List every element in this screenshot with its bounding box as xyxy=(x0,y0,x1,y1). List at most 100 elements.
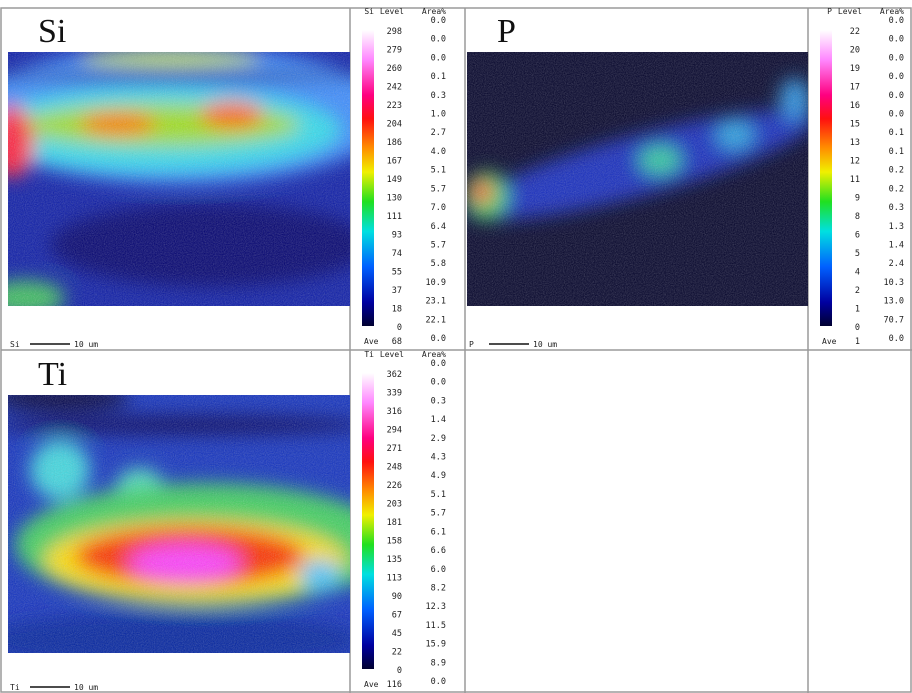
area-value: 2.4 xyxy=(889,259,904,269)
area-value: 0.0 xyxy=(431,359,446,369)
area-value: 2.7 xyxy=(431,128,446,138)
area-value: 4.9 xyxy=(431,471,446,481)
area-value: 10.9 xyxy=(426,278,446,288)
area-value: 1.4 xyxy=(431,415,446,425)
element-label: Si xyxy=(38,13,66,50)
level-value: 1 xyxy=(855,305,860,315)
color-bar xyxy=(820,30,832,326)
area-value: 5.7 xyxy=(431,509,446,519)
level-value: 0 xyxy=(397,666,402,676)
area-value: 0.2 xyxy=(889,166,904,176)
area-value: 6.6 xyxy=(431,546,446,556)
area-value: 0.1 xyxy=(889,128,904,138)
area-value: 6.1 xyxy=(431,527,446,537)
area-value: 11.5 xyxy=(426,621,446,631)
area-value: 5.7 xyxy=(431,240,446,250)
scalebar-element: Ti xyxy=(10,683,20,692)
level-value: 339 xyxy=(387,389,402,399)
area-value: 12.3 xyxy=(426,602,446,612)
ave-label: Ave xyxy=(364,680,379,689)
scale-header: Area% xyxy=(880,7,904,16)
area-value: 0.0 xyxy=(889,91,904,101)
ti-map xyxy=(8,395,350,653)
area-value: 0.1 xyxy=(431,72,446,82)
area-value: 15.9 xyxy=(426,640,446,650)
map-noise xyxy=(8,52,350,306)
scale-header: Level xyxy=(380,7,404,16)
area-value: 0.1 xyxy=(889,147,904,157)
area-value: 6.4 xyxy=(431,222,446,232)
level-value: 90 xyxy=(392,592,402,602)
si-map xyxy=(8,52,350,306)
area-value: 0.0 xyxy=(431,334,446,344)
level-value: 19 xyxy=(850,64,860,74)
level-value: 0 xyxy=(397,323,402,333)
area-value: 7.0 xyxy=(431,203,446,213)
area-value: 0.0 xyxy=(889,53,904,63)
area-value: 0.0 xyxy=(889,35,904,45)
area-value: 8.2 xyxy=(431,583,446,593)
level-value: 2 xyxy=(855,286,860,296)
level-value: 362 xyxy=(387,370,402,380)
level-value: 18 xyxy=(392,305,402,315)
level-value: 4 xyxy=(855,268,860,278)
area-value: 8.9 xyxy=(431,658,446,668)
level-value: 298 xyxy=(387,27,402,37)
area-value: 0.2 xyxy=(889,184,904,194)
level-value: 113 xyxy=(387,574,402,584)
area-value: 5.1 xyxy=(431,490,446,500)
scale-header: Level xyxy=(380,350,404,359)
ave-value: 68 xyxy=(392,337,402,347)
scalebar-length: 10 um xyxy=(74,683,98,692)
level-value: 158 xyxy=(387,537,402,547)
area-value: 0.0 xyxy=(889,334,904,344)
level-value: 186 xyxy=(387,138,402,148)
level-value: 12 xyxy=(850,157,860,167)
level-value: 248 xyxy=(387,463,402,473)
level-value: 226 xyxy=(387,481,402,491)
scale-header: Area% xyxy=(422,350,446,359)
area-value: 2.9 xyxy=(431,434,446,444)
level-value: 294 xyxy=(387,426,402,436)
area-value: 5.8 xyxy=(431,259,446,269)
level-value: 181 xyxy=(387,518,402,528)
scale-header: P xyxy=(827,7,832,16)
level-value: 45 xyxy=(392,629,402,639)
scalebar-element: Si xyxy=(10,340,20,349)
level-value: 11 xyxy=(850,175,860,185)
level-value: 74 xyxy=(392,249,402,259)
ave-value: 1 xyxy=(855,337,860,347)
level-value: 260 xyxy=(387,64,402,74)
ave-label: Ave xyxy=(822,337,837,346)
scalebar-length: 10 um xyxy=(533,340,557,349)
area-value: 0.0 xyxy=(889,110,904,120)
level-value: 6 xyxy=(855,231,860,241)
level-value: 149 xyxy=(387,175,402,185)
area-value: 0.3 xyxy=(431,396,446,406)
level-value: 93 xyxy=(392,231,402,241)
color-bar xyxy=(362,373,374,669)
area-value: 10.3 xyxy=(884,278,904,288)
level-value: 20 xyxy=(850,46,860,56)
area-value: 23.1 xyxy=(426,297,446,307)
level-value: 22 xyxy=(850,27,860,37)
level-value: 316 xyxy=(387,407,402,417)
area-value: 0.0 xyxy=(431,35,446,45)
ave-label: Ave xyxy=(364,337,379,346)
area-value: 22.1 xyxy=(426,315,446,325)
level-value: 242 xyxy=(387,83,402,93)
level-value: 271 xyxy=(387,444,402,454)
area-value: 0.0 xyxy=(889,16,904,26)
area-value: 1.3 xyxy=(889,222,904,232)
level-value: 22 xyxy=(392,648,402,658)
level-value: 0 xyxy=(855,323,860,333)
level-value: 17 xyxy=(850,83,860,93)
area-value: 0.3 xyxy=(431,91,446,101)
scale-header: Area% xyxy=(422,7,446,16)
level-value: 67 xyxy=(392,611,402,621)
p-map xyxy=(467,52,808,306)
level-value: 16 xyxy=(850,101,860,111)
area-value: 70.7 xyxy=(884,315,904,325)
